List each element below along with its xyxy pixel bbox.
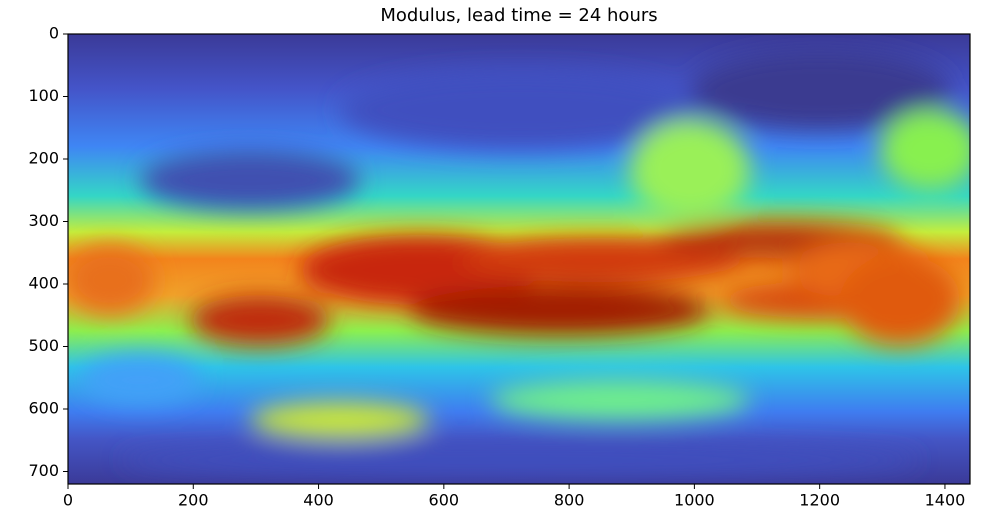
- y-tick-label: 500: [28, 336, 59, 355]
- y-tick-label: 400: [28, 274, 59, 293]
- field-image: [68, 34, 970, 484]
- y-tick-label: 700: [28, 461, 59, 480]
- y-tick-label: 300: [28, 211, 59, 230]
- x-tick-label: 600: [429, 491, 460, 510]
- x-tick-label: 0: [63, 491, 73, 510]
- y-tick-label: 100: [28, 86, 59, 105]
- x-tick-label: 400: [303, 491, 334, 510]
- y-tick-label: 200: [28, 149, 59, 168]
- axes-frame: [67, 33, 971, 485]
- x-tick-label: 1200: [799, 491, 840, 510]
- x-tick-label: 800: [554, 491, 585, 510]
- x-tick-label: 1000: [674, 491, 715, 510]
- x-tick-label: 1400: [925, 491, 966, 510]
- x-tick-label: 200: [178, 491, 209, 510]
- y-tick-label: 600: [28, 399, 59, 418]
- chart-title: Modulus, lead time = 24 hours: [380, 5, 657, 26]
- y-tick-label: 0: [49, 24, 59, 43]
